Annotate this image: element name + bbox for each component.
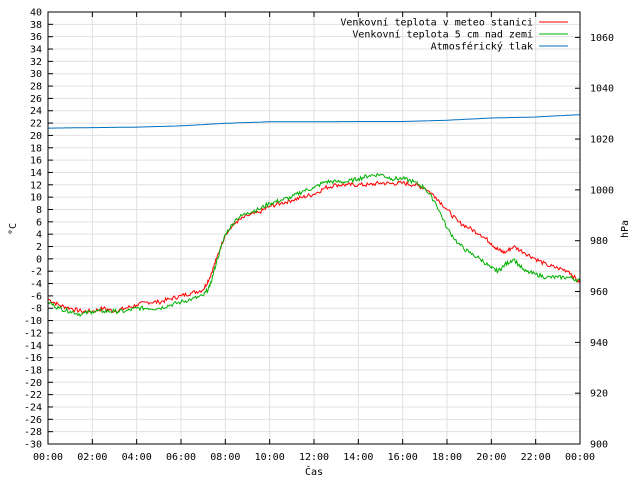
y-left-tick-label: -6 bbox=[30, 291, 42, 302]
x-axis-label: Čas bbox=[305, 465, 323, 478]
x-tick-label: 16:00 bbox=[388, 452, 418, 463]
y-left-tick-label: 40 bbox=[30, 8, 42, 19]
y-left-tick-label: -14 bbox=[24, 341, 42, 352]
x-tick-label: 14:00 bbox=[343, 452, 373, 463]
y-left-tick-label: -2 bbox=[30, 267, 42, 278]
tick-marks bbox=[47, 11, 581, 445]
x-tick-label: 18:00 bbox=[432, 452, 462, 463]
y-right-tick-label: 960 bbox=[590, 287, 608, 298]
y-left-tick-label: -4 bbox=[30, 279, 42, 290]
y-left-axis-label: °C bbox=[8, 223, 19, 235]
legend-label: Atmosférický tlak bbox=[431, 41, 533, 53]
y-left-tick-label: 32 bbox=[30, 57, 42, 68]
series-layer bbox=[47, 114, 581, 318]
x-tick-label: 06:00 bbox=[166, 452, 196, 463]
y-left-tick-label: -10 bbox=[24, 316, 42, 327]
y-left-tick-label: 28 bbox=[30, 82, 42, 93]
y-right-tick-label: 980 bbox=[590, 236, 608, 247]
y-left-tick-label: 20 bbox=[30, 131, 42, 142]
series-line-2 bbox=[48, 114, 581, 129]
y-left-tick-label: 0 bbox=[36, 254, 42, 265]
y-left-tick-label: 26 bbox=[30, 94, 42, 105]
y-left-tick-label: 8 bbox=[36, 205, 42, 216]
x-tick-label: 10:00 bbox=[255, 452, 285, 463]
y-right-tick-label: 1060 bbox=[590, 33, 614, 44]
y-right-tick-label: 1020 bbox=[590, 135, 614, 146]
x-tick-label: 20:00 bbox=[476, 452, 506, 463]
y-left-tick-label: 10 bbox=[30, 193, 42, 204]
x-tick-label: 04:00 bbox=[122, 452, 152, 463]
y-left-tick-label: -26 bbox=[24, 415, 42, 426]
y-left-tick-label: -22 bbox=[24, 390, 42, 401]
y-left-tick-label: 24 bbox=[30, 106, 42, 117]
y-right-tick-label: 1000 bbox=[590, 185, 614, 196]
x-tick-label: 00:00 bbox=[565, 452, 595, 463]
y-left-tick-label: -24 bbox=[24, 402, 42, 413]
y-left-tick-label: -28 bbox=[24, 427, 42, 438]
y-right-tick-label: 920 bbox=[590, 389, 608, 400]
y-left-tick-label: 2 bbox=[36, 242, 42, 253]
y-left-tick-label: 18 bbox=[30, 143, 42, 154]
grid bbox=[47, 11, 581, 445]
y-left-tick-label: -18 bbox=[24, 365, 42, 376]
y-left-tick-label: -16 bbox=[24, 353, 42, 364]
x-tick-label: 08:00 bbox=[210, 452, 240, 463]
y-left-tick-label: -8 bbox=[30, 304, 42, 315]
y-right-tick-label: 1040 bbox=[590, 84, 614, 95]
y-right-axis-label: hPa bbox=[620, 220, 631, 238]
y-right-tick-label: 940 bbox=[590, 338, 608, 349]
y-left-tick-labels: -30-28-26-24-22-20-18-16-14-12-10-8-6-4-… bbox=[24, 8, 42, 451]
y-left-tick-label: -20 bbox=[24, 378, 42, 389]
x-tick-label: 22:00 bbox=[521, 452, 551, 463]
legend-label: Venkovní teplota v meteo stanici bbox=[340, 17, 533, 29]
x-tick-label: 12:00 bbox=[299, 452, 329, 463]
y-left-tick-label: 6 bbox=[36, 217, 42, 228]
y-left-tick-label: -30 bbox=[24, 440, 42, 451]
y-left-tick-label: 14 bbox=[30, 168, 42, 179]
y-left-tick-label: 12 bbox=[30, 180, 42, 191]
x-tick-label: 02:00 bbox=[77, 452, 107, 463]
series-line-1 bbox=[47, 172, 581, 318]
series-line-0 bbox=[47, 180, 581, 314]
y-right-tick-labels: 900 920 940 960 980 1000 1020 1040 1060 bbox=[590, 33, 614, 451]
y-left-tick-label: 30 bbox=[30, 69, 42, 80]
y-left-tick-label: 22 bbox=[30, 119, 42, 130]
legend: Venkovní teplota v meteo staniciVenkovní… bbox=[340, 17, 568, 53]
y-right-tick-label: 900 bbox=[590, 440, 608, 451]
legend-label: Venkovní teplota 5 cm nad zemí bbox=[352, 29, 533, 41]
y-left-tick-label: 36 bbox=[30, 32, 42, 43]
x-tick-labels: 00:00 02:00 04:00 06:00 08:00 10:00 12:00 14:00… bbox=[33, 452, 595, 463]
y-left-tick-label: 16 bbox=[30, 156, 42, 167]
x-tick-label: 00:00 bbox=[33, 452, 63, 463]
y-left-tick-label: -12 bbox=[24, 328, 42, 339]
y-left-tick-label: 38 bbox=[30, 20, 42, 31]
y-left-tick-label: 34 bbox=[30, 45, 42, 56]
y-left-tick-label: 4 bbox=[36, 230, 42, 241]
